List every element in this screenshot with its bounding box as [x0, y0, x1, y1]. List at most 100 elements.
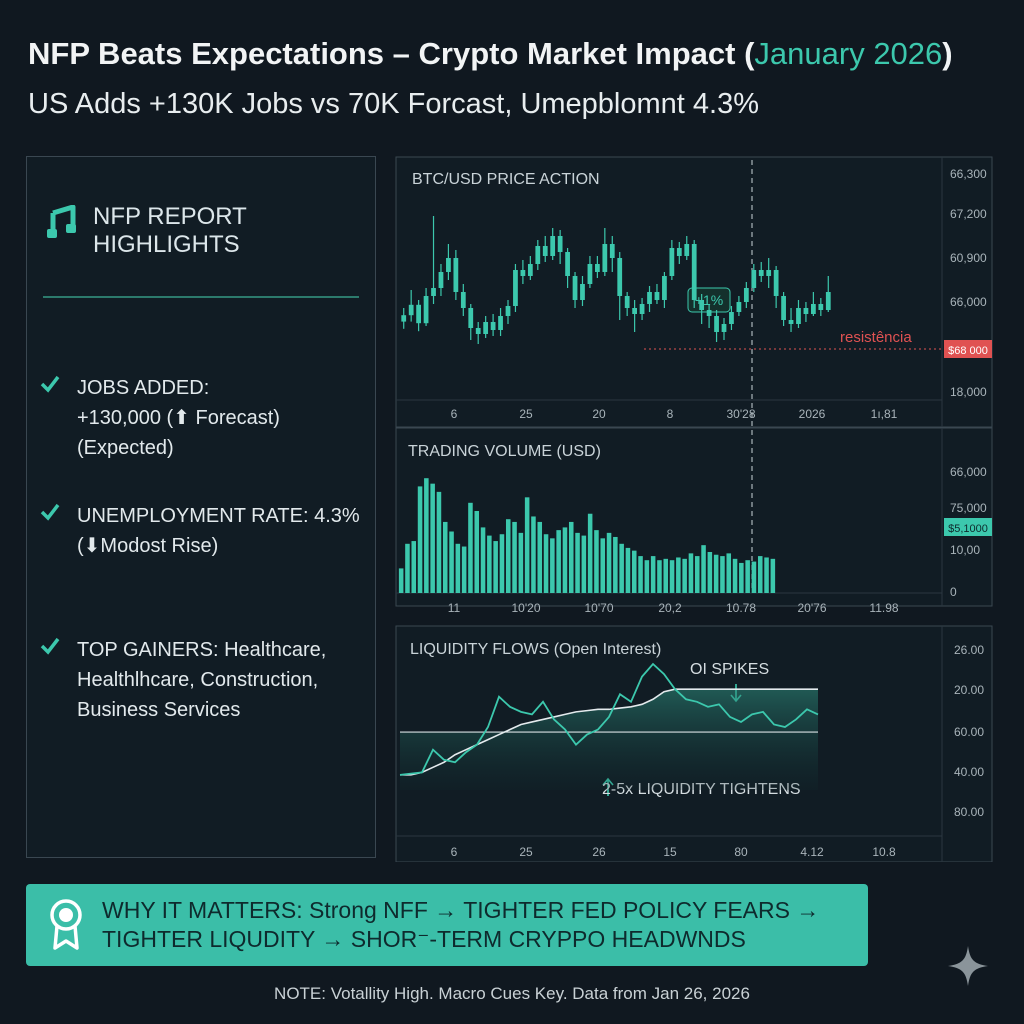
price-candle [408, 290, 414, 322]
price-x-ticks: 6 25 20 8 30'28 2026 1ı,81 [451, 407, 898, 421]
volume-bar [562, 527, 568, 593]
volume-bar [631, 550, 637, 593]
liquidity-x-tick: 25 [519, 845, 533, 859]
title-accent: January 2026 [754, 36, 943, 71]
price-candle [468, 304, 474, 340]
candle-body [743, 288, 749, 302]
volume-bar [398, 568, 404, 593]
candle-body [796, 308, 801, 324]
candle-body [699, 300, 705, 310]
price-x-tick: 30'28 [727, 407, 756, 421]
volume-x-ticks: 11 10'20 10'70 20,2 10.78 20'76 11.98 [448, 601, 899, 615]
volume-bar [669, 560, 675, 593]
volume-bar [676, 557, 681, 593]
price-candle [706, 304, 712, 328]
volume-bar [682, 558, 687, 593]
resistance-value: $68 000 [948, 345, 988, 357]
candle-body [825, 292, 831, 310]
candle-body [535, 246, 541, 264]
volume-bar [587, 513, 593, 593]
volume-y-tick: 66,000 [950, 465, 987, 479]
price-candle [669, 240, 675, 280]
price-candle [542, 236, 548, 262]
check-icon [40, 637, 60, 655]
candle-body [475, 328, 481, 334]
price-candle [654, 284, 660, 304]
candle-body [617, 258, 623, 296]
price-candle [401, 308, 407, 329]
volume-bar [480, 527, 486, 593]
price-candle [423, 288, 429, 326]
price-candle [818, 298, 824, 316]
price-candle [632, 300, 638, 332]
volume-bar [594, 530, 599, 593]
banner-line-2: TIGHTER LIQUDITY → SHOR⁻-TERM CRYPPO HEA… [102, 926, 746, 952]
volume-bar [436, 491, 442, 593]
price-x-tick: 25 [519, 407, 533, 421]
liquidity-series [399, 662, 819, 790]
volume-bar [430, 483, 435, 593]
volume-current-value: $5,1000 [948, 523, 988, 535]
price-y-tick: 66,000 [950, 295, 987, 309]
price-candle [647, 286, 652, 312]
volume-bar [461, 546, 467, 593]
volume-bar [449, 531, 454, 593]
price-x-tick: 6 [451, 407, 458, 421]
price-x-tick: 2026 [799, 407, 826, 421]
candle-body [557, 236, 563, 252]
volume-bar [512, 521, 517, 593]
candle-body [691, 244, 697, 300]
volume-bar [550, 538, 555, 593]
unemployment-note: (⬇Modost Rise) [77, 535, 219, 557]
price-candle [743, 282, 749, 308]
volume-bar [688, 553, 694, 593]
price-candles [401, 216, 831, 344]
price-candle [758, 262, 764, 282]
liquidity-x-tick: 6 [451, 845, 458, 859]
candle-body [729, 312, 734, 324]
volume-x-tick: 10'20 [512, 601, 541, 615]
price-candle [691, 240, 697, 308]
volume-bar [543, 534, 549, 593]
volume-bar [764, 557, 769, 593]
price-candle [565, 248, 570, 288]
volume-bar [707, 552, 713, 593]
volume-x-tick: 20,2 [658, 601, 682, 615]
candle-body [423, 296, 429, 324]
volume-bar [757, 556, 763, 593]
volume-bar [411, 541, 417, 593]
candle-body [810, 304, 816, 314]
price-candle [803, 302, 809, 322]
candle-body [818, 304, 824, 310]
liquidity-x-ticks: 6 25 26 15 80 4.12 10.8 [451, 845, 896, 859]
candle-body [431, 288, 436, 296]
award-ribbon-icon [50, 899, 82, 950]
volume-bar [663, 558, 669, 593]
candle-body [565, 252, 570, 276]
price-candle [699, 294, 705, 324]
price-candle [751, 264, 757, 292]
price-candle [639, 298, 645, 320]
volume-bar [405, 543, 410, 593]
volume-x-tick: 20'76 [798, 601, 827, 615]
candle-body [781, 296, 786, 320]
volume-bar [424, 478, 429, 593]
price-candle [513, 264, 518, 312]
volume-x-tick: 10'70 [585, 601, 614, 615]
price-candle [483, 316, 489, 338]
candle-body [721, 324, 727, 332]
volume-bar [625, 547, 631, 593]
price-x-tick: 8 [667, 407, 674, 421]
top-gainers-line2: Healthlhcare, Construction, [77, 669, 319, 691]
volume-chart-title: TRADING VOLUME (USD) [408, 443, 601, 460]
liquidity-y-tick: 80.00 [954, 805, 984, 819]
price-candle [453, 250, 459, 300]
liquidity-x-tick: 26 [592, 845, 606, 859]
volume-y-tick: 10,00 [950, 543, 980, 557]
volume-bar [518, 532, 524, 593]
price-candle [557, 230, 563, 264]
price-candle [520, 260, 526, 284]
price-candle [766, 258, 772, 288]
trend-line [400, 688, 818, 776]
price-candle [781, 292, 786, 326]
